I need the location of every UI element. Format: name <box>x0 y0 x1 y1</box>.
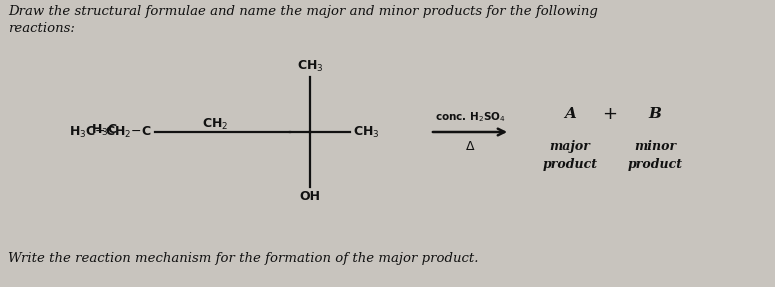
Text: conc. H$_2$SO$_4$: conc. H$_2$SO$_4$ <box>435 110 505 124</box>
Text: $\Delta$: $\Delta$ <box>465 140 475 153</box>
Text: CH$_3$: CH$_3$ <box>353 125 380 139</box>
Text: product: product <box>628 158 683 171</box>
Text: minor: minor <box>634 140 676 153</box>
Text: major: major <box>549 140 591 153</box>
Text: reactions:: reactions: <box>8 22 75 35</box>
Text: OH: OH <box>299 190 321 203</box>
Text: B: B <box>649 107 661 121</box>
Text: H$_3$C$-$CH$_2$$-$C: H$_3$C$-$CH$_2$$-$C <box>69 125 152 139</box>
Text: product: product <box>542 158 598 171</box>
Text: CH$_3$: CH$_3$ <box>297 59 323 74</box>
Text: Draw the structural formulae and name the major and minor products for the follo: Draw the structural formulae and name th… <box>8 5 598 18</box>
Text: A: A <box>564 107 576 121</box>
Text: Write the reaction mechanism for the formation of the major product.: Write the reaction mechanism for the for… <box>8 252 478 265</box>
Text: CH$_2$: CH$_2$ <box>202 117 228 132</box>
Text: +: + <box>602 105 618 123</box>
Text: H$_3$C: H$_3$C <box>91 123 118 137</box>
